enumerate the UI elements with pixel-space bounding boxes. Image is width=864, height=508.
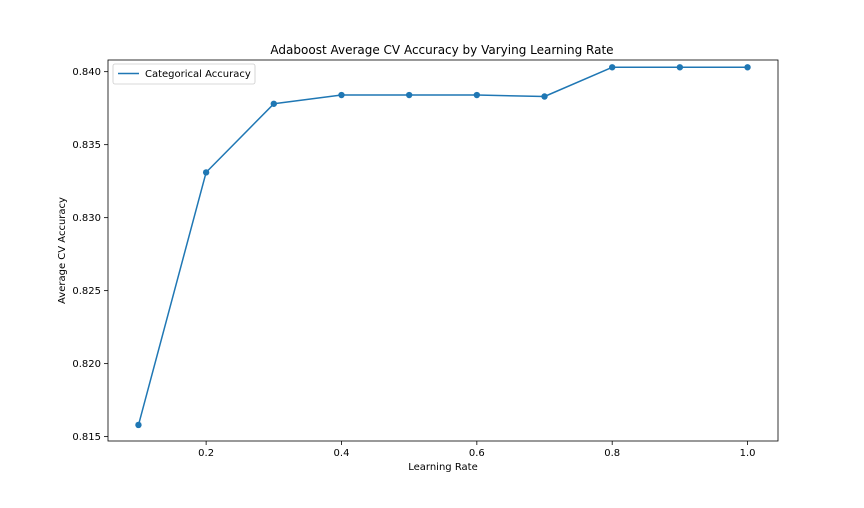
data-point <box>676 64 684 71</box>
y-tick-label: 0.830 <box>72 213 101 224</box>
x-tick-label: 0.6 <box>469 448 485 459</box>
data-point <box>473 91 481 99</box>
series-line <box>137 66 748 426</box>
y-axis-label: Average CV Accuracy <box>57 197 68 304</box>
x-tick-label: 0.2 <box>198 448 214 459</box>
legend: Categorical Accuracy <box>112 63 256 85</box>
plot-area-frame <box>107 59 779 442</box>
y-tick-label: 0.840 <box>72 67 101 78</box>
y-tick-label: 0.820 <box>72 359 101 370</box>
x-tick-label: 0.4 <box>334 448 350 459</box>
ticks-layer: 0.2 0.4 0.6 0.8 1.0 0.815 0.820 0.825 0.830 0.835… <box>72 67 755 459</box>
data-point <box>135 421 142 429</box>
data-point <box>270 100 278 107</box>
data-point <box>744 64 751 71</box>
legend-label: Categorical Accuracy <box>145 69 251 80</box>
legend-box <box>112 63 256 85</box>
data-point <box>608 64 616 71</box>
data-point <box>405 91 413 99</box>
chart-title: Adaboost Average CV Accuracy by Varying … <box>270 43 613 57</box>
data-point <box>541 93 548 100</box>
y-tick-label: 0.815 <box>72 432 101 443</box>
x-axis-label: Learning Rate <box>408 462 478 473</box>
x-tick-label: 0.8 <box>604 448 620 459</box>
series-layer <box>135 64 751 429</box>
data-point <box>202 169 210 176</box>
y-tick-label: 0.825 <box>72 286 101 297</box>
x-tick-label: 1.0 <box>740 448 756 459</box>
data-point <box>338 91 345 99</box>
y-tick-label: 0.835 <box>72 140 101 151</box>
